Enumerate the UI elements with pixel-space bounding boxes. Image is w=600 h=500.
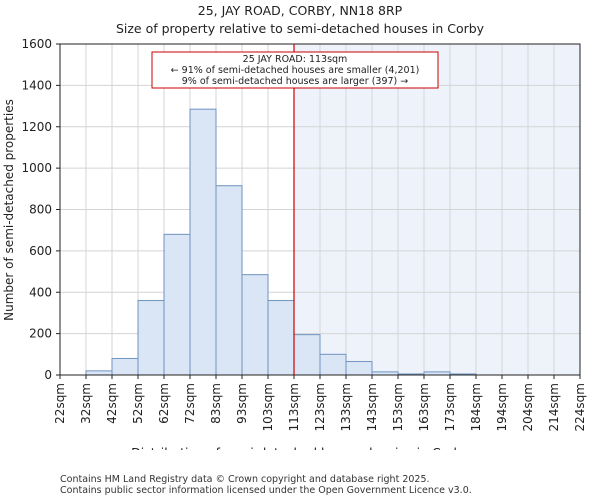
y-tick-label: 1000 [21, 161, 52, 175]
footer-line-2: Contains public sector information licen… [60, 485, 472, 496]
bar-32sqm [85, 370, 113, 376]
x-tick-label: 103sqm [261, 383, 275, 431]
annotation-line-3: 9% of semi-detached houses are larger (3… [182, 76, 409, 87]
x-tick-label: 83sqm [209, 383, 223, 424]
x-tick-label: 113sqm [287, 383, 301, 431]
bar-83sqm [215, 185, 243, 376]
y-tick-label: 1400 [21, 78, 52, 92]
x-tick-label: 214sqm [547, 383, 561, 431]
x-tick-label: 173sqm [443, 383, 457, 431]
chart-title: 25, JAY ROAD, CORBY, NN18 8RP [198, 3, 403, 18]
x-tick-label: 72sqm [183, 383, 197, 424]
y-tick-label: 1200 [21, 120, 52, 134]
y-tick-label: 200 [29, 327, 52, 341]
x-tick-label: 42sqm [105, 383, 119, 424]
bar-123sqm [319, 353, 347, 376]
y-tick-label: 800 [29, 203, 52, 217]
x-tick-label: 224sqm [573, 383, 587, 431]
bar-93sqm [241, 274, 269, 376]
bar-52sqm [137, 300, 165, 376]
x-tick-label: 52sqm [131, 383, 145, 424]
x-tick-label: 32sqm [79, 383, 93, 424]
x-tick-label: 184sqm [469, 383, 483, 431]
chart-subtitle: Size of property relative to semi-detach… [116, 21, 485, 36]
x-tick-label: 133sqm [339, 383, 353, 431]
x-tick-label: 143sqm [365, 383, 379, 431]
bar-133sqm [345, 361, 373, 376]
bar-42sqm [111, 357, 139, 376]
x-tick-label: 153sqm [391, 383, 405, 431]
annotation-box [151, 51, 439, 89]
y-tick-label: 1600 [21, 37, 52, 51]
bar-62sqm [163, 233, 191, 376]
annotation-line-2: ← 91% of semi-detached houses are smalle… [171, 65, 420, 76]
y-tick-label: 600 [29, 244, 52, 258]
y-axis-label: Number of semi-detached properties [2, 99, 16, 321]
x-tick-label: 123sqm [313, 383, 327, 431]
footer-line-1: Contains HM Land Registry data © Crown c… [60, 474, 430, 485]
x-tick-label: 62sqm [157, 383, 171, 424]
bar-113sqm [293, 334, 321, 376]
bar-103sqm [267, 300, 295, 376]
histogram-chart: 0 200 400 600 800 1000 1200 1400 1600 22sqm 32sqm 4… [2, 3, 587, 450]
x-axis-label: Distribution of semi-detached houses by … [131, 445, 469, 450]
x-tick-label: 204sqm [521, 383, 535, 431]
y-tick-label: 400 [29, 285, 52, 299]
annotation-line-1: 25 JAY ROAD: 113sqm [243, 54, 348, 65]
bar-72sqm [189, 108, 217, 376]
x-tick-label: 22sqm [53, 383, 67, 424]
x-tick-label: 194sqm [495, 383, 509, 431]
x-tick-label: 163sqm [417, 383, 431, 431]
x-tick-label: 93sqm [235, 383, 249, 424]
y-tick-label: 0 [44, 368, 52, 382]
